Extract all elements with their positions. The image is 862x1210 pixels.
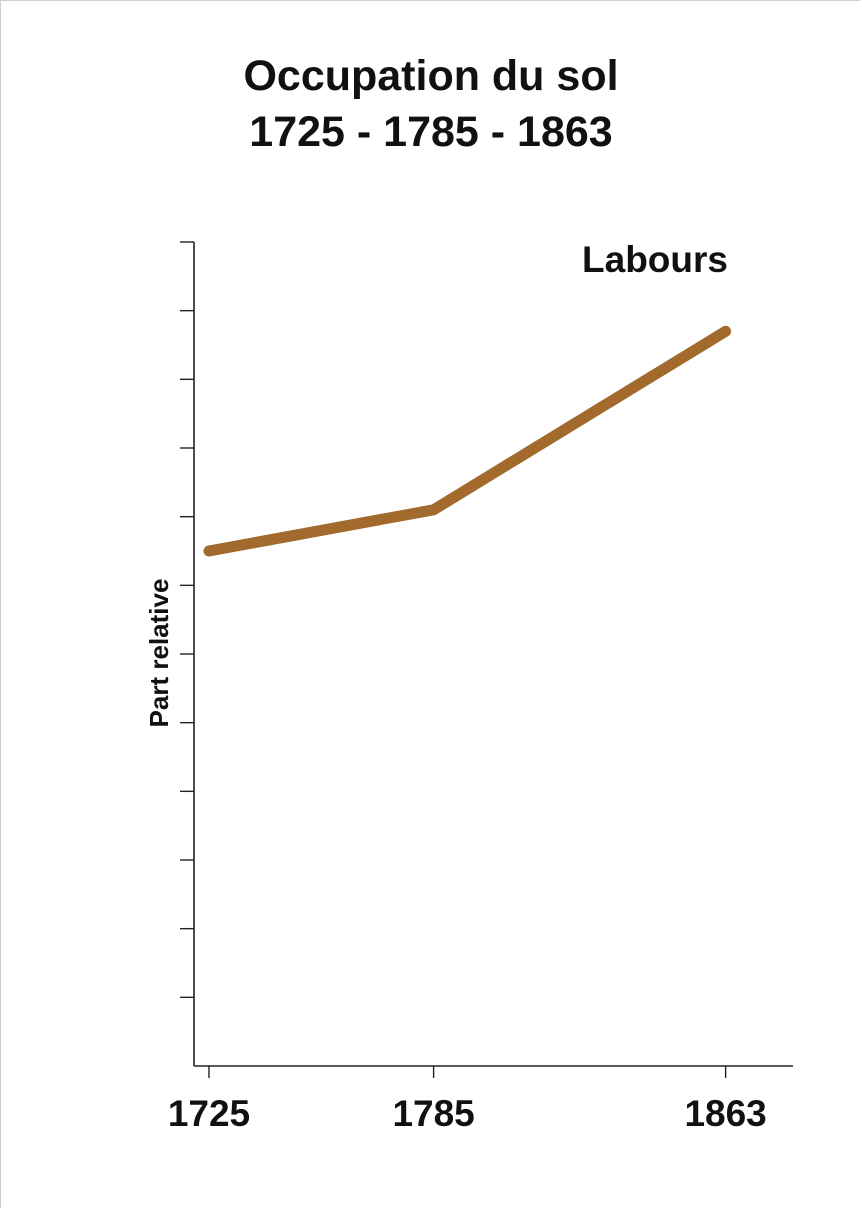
x-tick-labels: 1725 1785 1863 <box>168 1066 767 1134</box>
chart-title-line-1: Occupation du sol <box>243 52 619 100</box>
series-layer <box>203 325 732 557</box>
x-tick-label: 1863 <box>684 1093 766 1134</box>
x-tick-label: 1725 <box>168 1093 250 1134</box>
series-label: Labours <box>582 239 728 280</box>
chart-title-line-2: 1725 - 1785 - 1863 <box>249 108 613 156</box>
x-tick-label: 1785 <box>392 1093 474 1134</box>
series-line-labours <box>203 325 732 557</box>
y-ticks <box>180 241 194 999</box>
y-axis-label: Part relative <box>144 579 174 728</box>
chart-title: Occupation du sol 1725 - 1785 - 1863 <box>0 48 862 160</box>
axes <box>193 242 793 1067</box>
